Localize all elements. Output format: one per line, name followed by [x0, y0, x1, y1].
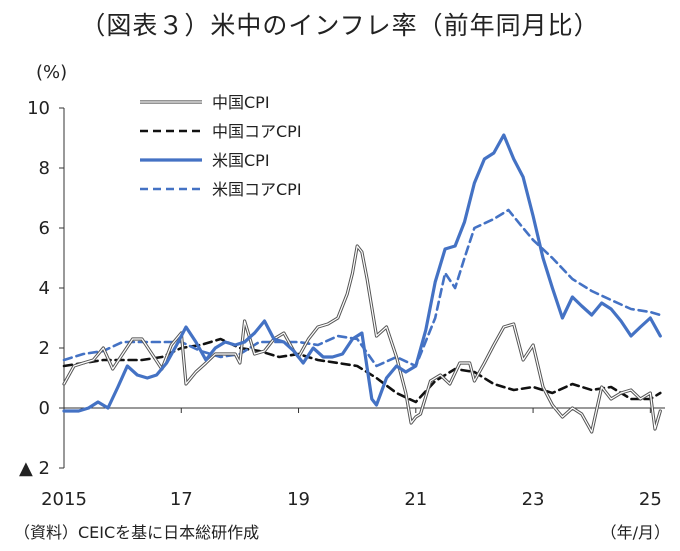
legend: 中国CPI 中国コアCPI 米国CPI 米国コアCPI	[140, 93, 302, 199]
legend-label-us-cpi: 米国CPI	[212, 151, 270, 170]
legend-label-china-cpi: 中国CPI	[212, 93, 270, 112]
axes: (%) ▲ 2 0 2 4 6 8 10 2015 17 19 21 23 25	[19, 62, 665, 510]
series-layer	[62, 133, 662, 434]
us-cpi-line	[62, 133, 662, 413]
x-axis-unit: （年/月）	[600, 523, 670, 542]
y-tick-label: ▲ 2	[19, 458, 50, 479]
x-tick-label: 19	[287, 489, 310, 510]
y-tick-label: 4	[39, 278, 50, 299]
chart-title: （図表３）米中のインフレ率（前年同月比）	[80, 11, 600, 40]
china-cpi-line-inner	[63, 245, 661, 433]
x-tick-label: 25	[639, 489, 662, 510]
source-note: （資料）CEICを基に日本総研作成	[14, 523, 260, 542]
x-tick-label: 17	[170, 489, 193, 510]
y-tick-label: 2	[39, 338, 50, 359]
china-core-cpi-line	[62, 337, 662, 404]
x-tick-label: 21	[404, 489, 427, 510]
y-tick-label: 0	[39, 398, 50, 419]
y-axis-unit-label: (%)	[36, 62, 67, 83]
legend-label-china-core-cpi: 中国コアCPI	[212, 122, 302, 141]
legend-label-us-core-cpi: 米国コアCPI	[212, 180, 302, 199]
y-tick-label: 8	[39, 158, 50, 179]
x-tick-label: 23	[522, 489, 545, 510]
y-tick-label: 10	[27, 98, 50, 119]
x-tick-label: 2015	[41, 489, 87, 510]
y-tick-label: 6	[39, 218, 50, 239]
